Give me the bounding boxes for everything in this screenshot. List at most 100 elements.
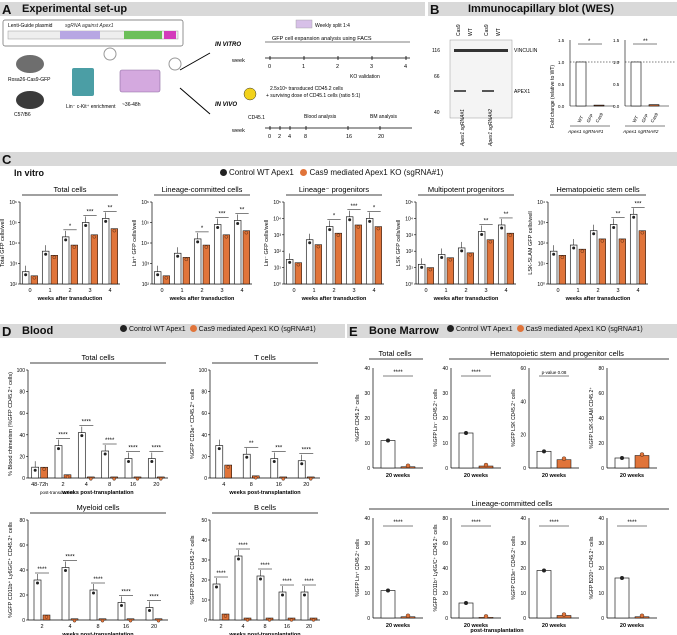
sig-label: *** [350, 204, 358, 210]
bar-ko [70, 244, 78, 285]
panel-c-letter: C [2, 152, 12, 167]
x-tick-label: 20 weeks [620, 623, 644, 629]
x-tick-label: 20 weeks [464, 623, 488, 629]
bar-ko [334, 232, 342, 285]
point-ko [483, 614, 489, 619]
point-control [237, 557, 240, 561]
bar-ko [110, 228, 118, 285]
panel-b-ytick: 1.5 [613, 38, 620, 43]
vitro-week-4: 4 [404, 64, 407, 70]
point-ko [405, 613, 411, 618]
x-tick-label: 1 [48, 288, 51, 294]
point-control [632, 215, 636, 219]
mouse1-label: Rosa26-Cas9-GFP [8, 77, 51, 83]
vitro-week-3: 3 [370, 64, 373, 70]
bar-control [81, 222, 90, 285]
point-control [464, 431, 468, 435]
sig-label: **** [282, 579, 292, 585]
y-tick-label: 20 [520, 433, 526, 439]
y-tick-label: 60 [598, 391, 604, 397]
split-label: Weekly split 1:4 [315, 23, 350, 29]
bar-ko [202, 244, 210, 285]
x-tick-label: 2 [332, 288, 335, 294]
legend-control-text: Control WT Apex1 [129, 326, 186, 333]
bar-ko [40, 466, 48, 479]
point-ko [245, 618, 250, 622]
bar-ko [486, 239, 494, 285]
panel-e-legend: Control WT Apex1 Cas9 mediated Apex1 KO … [447, 325, 643, 333]
sig-label: **** [549, 520, 559, 526]
y-tick-label: 100 [199, 368, 208, 374]
y-axis-label: Lin⁻ GFP cells/well [264, 220, 270, 267]
bar-ko [294, 262, 302, 285]
point-ko [65, 475, 70, 479]
e-header-total: Total cells [379, 349, 412, 358]
chart-title: Total cells [54, 185, 87, 194]
sig-label: ** [249, 441, 254, 447]
sig-label: **** [149, 595, 159, 601]
bar-ko [578, 248, 586, 285]
panel-b-xlabel: WT [632, 115, 640, 124]
panel-d-title: Blood [22, 325, 54, 337]
y-tick-label: 30 [598, 541, 604, 547]
x-tick-label: 16 [276, 482, 282, 488]
vitro-week-ticks: 0 1 2 3 4 [268, 56, 407, 70]
panel-e: E Bone Marrow Control WT Apex1 Cas9 medi… [347, 322, 677, 635]
bar-control [380, 440, 396, 469]
point-control [217, 447, 221, 451]
y-axis-label: LSK GFP cells/well [396, 220, 402, 267]
y-tick-label: 60 [19, 543, 25, 549]
y-tick-label: 10¹ [406, 266, 414, 272]
x-tick-label: 48-72h [31, 482, 48, 488]
point-control [440, 255, 444, 259]
sig-label: **** [260, 563, 270, 569]
y-tick-label: 10⁴ [9, 241, 17, 247]
legend-ko-text: Cas9 mediated Apex1 KO (sgRNA#1) [525, 326, 643, 333]
vivo-week-ticks: 0 2 4 8 16 20 [268, 126, 384, 140]
point-control [542, 449, 546, 454]
bar-ko [598, 238, 606, 285]
bar-control [41, 250, 50, 285]
panel-e-letter: E [349, 324, 358, 339]
point-control [386, 438, 390, 443]
point-ko [52, 255, 56, 259]
x-tick-label: 3 [484, 288, 487, 294]
x-axis-label: weeks after transduction [565, 296, 631, 302]
sig-label: ** [240, 207, 245, 213]
y-tick-label: 40 [598, 516, 604, 522]
point-ko [639, 613, 645, 618]
plasmid-label: Lenti-Guide plasmid [8, 23, 53, 29]
point-control [308, 241, 312, 245]
y-tick-label: 10⁰ [537, 282, 545, 288]
bar-ko [222, 234, 230, 285]
point-control [552, 252, 556, 256]
bar-control [609, 224, 618, 285]
x-tick-label: 0 [424, 288, 427, 294]
y-tick-label: 10 [364, 591, 370, 597]
bar-control [417, 263, 426, 285]
x-axis-label: weeks post-transplantation [61, 490, 134, 496]
panel-a-letter: A [2, 2, 12, 17]
y-axis-label: %GFP Lin⁺ CD45.2⁺ cells [355, 539, 361, 597]
x-tick-label: 1 [576, 288, 579, 294]
y-tick-label: 0 [601, 466, 604, 472]
x-tick-label: 16 [123, 624, 129, 630]
point-ko [204, 245, 208, 249]
sig-label: *** [275, 446, 283, 452]
point-ko [72, 619, 77, 623]
point-control [156, 273, 160, 277]
y-tick-label: 40 [442, 566, 448, 572]
vitro-week-1: 1 [302, 64, 305, 70]
point-control [127, 460, 130, 464]
bar-control [345, 216, 354, 285]
point-ko [267, 618, 272, 622]
x-tick-label: 4 [504, 288, 507, 294]
point-control [612, 226, 616, 230]
bar-control [536, 450, 552, 469]
panel-c-title: In vitro [14, 168, 45, 178]
y-tick-label: 10⁵ [405, 200, 413, 206]
panel-e-title: Bone Marrow [369, 325, 439, 337]
vinculin-label: VINCULIN [514, 48, 538, 54]
y-tick-label: 0 [367, 616, 370, 622]
y-tick-label: 20 [442, 416, 448, 422]
